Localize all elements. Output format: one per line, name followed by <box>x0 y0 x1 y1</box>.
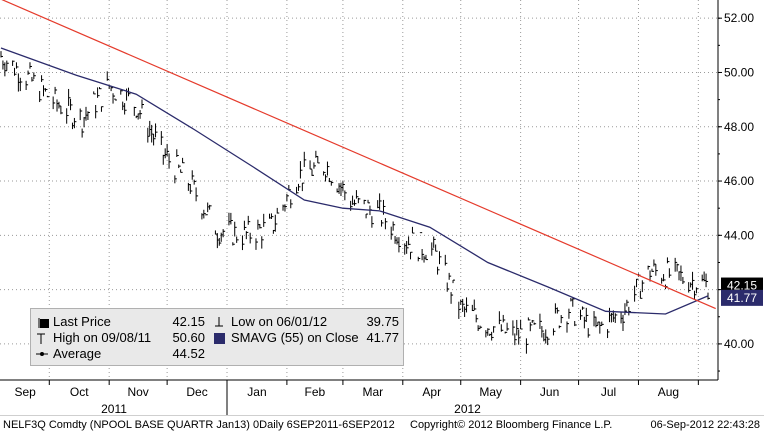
legend-label: Average <box>53 346 102 361</box>
low-marker-icon <box>213 314 227 330</box>
legend-value: 39.75 <box>366 314 399 329</box>
year-label: 2011 <box>101 402 127 415</box>
trend-line <box>1 0 716 310</box>
x-tick-label: Jul <box>601 385 616 399</box>
smavg-tag: 41.77 <box>727 291 757 305</box>
high-marker-icon <box>35 330 49 346</box>
smavg-swatch-icon <box>213 330 227 346</box>
x-tick-label: Apr <box>422 385 441 399</box>
legend-value: 42.15 <box>172 314 205 329</box>
legend-value: 41.77 <box>366 330 399 345</box>
legend-value: 44.52 <box>172 346 205 361</box>
x-tick-label: Feb <box>305 385 326 399</box>
legend-label: Last Price <box>53 314 111 329</box>
last-price-tag-bg <box>721 277 763 294</box>
y-tick-label: 50.00 <box>724 65 754 79</box>
legend-box: Last Price 42.15 High on 09/08/11 50.60 … <box>30 308 404 366</box>
smavg-tag-bg <box>721 289 763 306</box>
footer-timestamp: 06-Sep-2012 22:43:28 <box>650 419 760 431</box>
x-tick-label: Sep <box>14 385 36 399</box>
y-tick-label: 48.00 <box>724 120 754 134</box>
smavg-line <box>0 47 709 315</box>
x-tick-label: Aug <box>658 385 679 399</box>
footer-ticker: NELF3Q Comdty (NPOOL BASE QUARTR Jan13) … <box>3 419 395 431</box>
y-tick-label: 44.00 <box>724 228 754 242</box>
legend-label: High on 09/08/11 <box>53 330 152 345</box>
legend-label: SMAVG (55) on Close <box>231 330 359 345</box>
last-price-tag: 42.15 <box>727 279 757 293</box>
legend-value: 50.60 <box>172 330 205 345</box>
y-tick-label: 46.00 <box>724 174 754 188</box>
last-price-icon <box>35 314 49 330</box>
footer-bar: NELF3Q Comdty (NPOOL BASE QUARTR Jan13) … <box>0 415 764 434</box>
y-tick-label: 52.00 <box>724 11 754 25</box>
x-tick-label: May <box>479 385 502 399</box>
average-marker-icon <box>35 346 49 362</box>
x-tick-label: Jun <box>540 385 559 399</box>
x-tick-label: Mar <box>363 385 384 399</box>
legend-label: Low on 06/01/12 <box>231 314 328 329</box>
x-tick-label: Jan <box>247 385 266 399</box>
x-tick-label: Oct <box>70 385 89 399</box>
x-tick-label: Dec <box>186 385 207 399</box>
y-tick-label: 40.00 <box>724 337 754 351</box>
year-label: 2012 <box>454 402 481 415</box>
x-tick-label: Nov <box>127 385 148 399</box>
footer-copyright: Copyright© 2012 Bloomberg Finance L.P. <box>410 419 613 431</box>
